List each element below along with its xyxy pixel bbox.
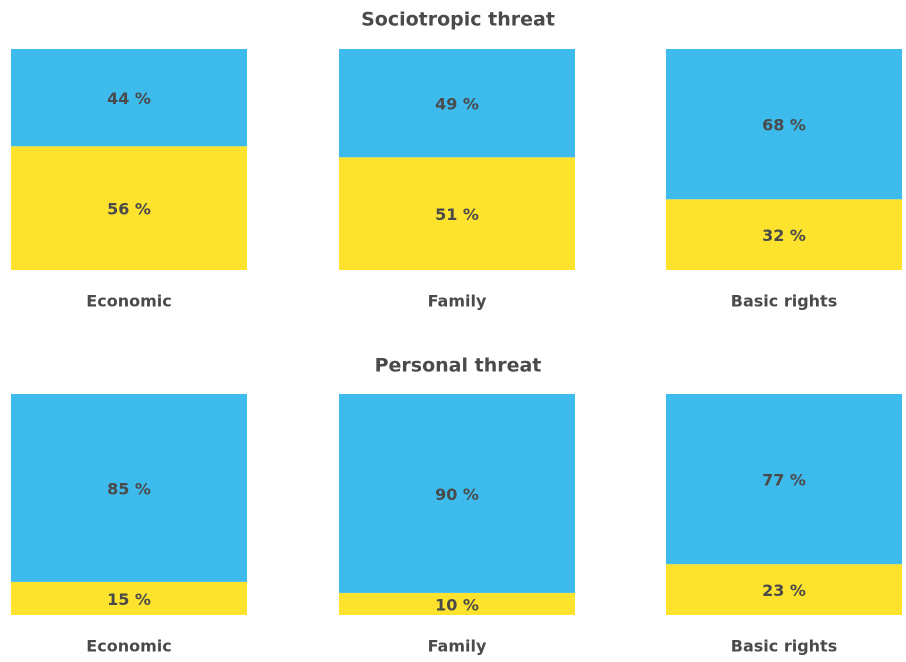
bar-segment [339,394,575,593]
bar-segment [339,49,575,158]
bar-segment [339,592,575,615]
chart-title: Sociotropic threat [361,9,555,31]
value-label: 10 % [435,595,479,614]
bar-segment [11,49,247,147]
bar-segment [666,199,902,270]
category-label: Economic [86,292,171,311]
bar-segment [666,564,902,615]
bar-segment [666,49,902,200]
bar-segment [666,394,902,565]
value-label: 68 % [762,116,806,135]
chart-title: Personal threat [375,355,542,377]
bar-segment [11,581,247,615]
category-label: Economic [86,637,171,656]
value-label: 49 % [435,95,479,114]
category-label: Basic rights [731,292,837,311]
value-label: 77 % [762,471,806,490]
bar-segment [11,146,247,270]
category-label: Family [428,637,487,656]
value-label: 85 % [107,479,151,498]
bar-segment [11,394,247,582]
bar-segment [339,157,575,270]
value-label: 90 % [435,485,479,504]
category-label: Basic rights [731,637,837,656]
value-label: 44 % [107,89,151,108]
value-label: 23 % [762,581,806,600]
value-label: 56 % [107,200,151,219]
value-label: 32 % [762,226,806,245]
value-label: 15 % [107,590,151,609]
category-label: Family [428,292,487,311]
value-label: 51 % [435,205,479,224]
